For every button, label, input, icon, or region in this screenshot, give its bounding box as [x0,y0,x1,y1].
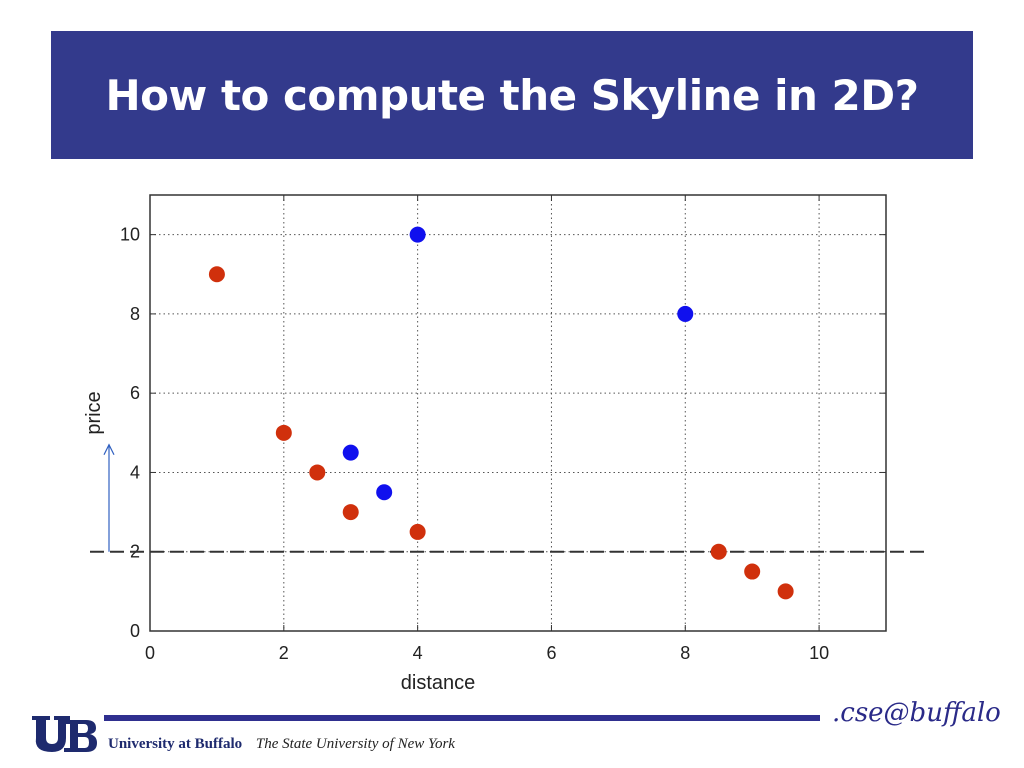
y-tick-label: 6 [130,383,140,403]
data-point [409,523,426,540]
data-point [342,444,359,461]
footer-divider [104,715,820,721]
ub-logo [30,714,98,754]
data-point [710,543,727,560]
title-bar: How to compute the Skyline in 2D? [51,31,973,159]
x-tick-label: 4 [413,643,423,663]
x-tick-label: 0 [145,643,155,663]
x-tick-label: 2 [279,643,289,663]
slide-title: How to compute the Skyline in 2D? [105,70,919,120]
data-point [409,226,426,243]
y-axis-label: price [83,391,105,434]
x-tick-label: 8 [680,643,690,663]
cse-buffalo-logo: .cse@buffalo [832,698,1001,728]
x-tick-label: 10 [809,643,829,663]
annotation-arrowhead [103,443,115,455]
data-point [677,305,694,322]
data-point [777,583,794,600]
x-axis-label: distance [401,672,476,694]
data-point [309,464,326,481]
y-tick-label: 10 [120,225,140,245]
suny-tagline: The State University of New York [255,736,455,752]
university-name: University at Buffalo [108,736,243,752]
x-tick-label: 6 [546,643,556,663]
data-point [342,504,359,521]
y-tick-label: 0 [130,621,140,641]
data-point [744,563,761,580]
data-point [376,484,393,501]
y-tick-label: 8 [130,304,140,324]
y-tick-label: 4 [130,462,140,482]
data-point [208,266,225,283]
plot-area [149,194,887,632]
data-point [275,424,292,441]
footer-text: University at Buffalo The State Universi… [108,736,455,753]
